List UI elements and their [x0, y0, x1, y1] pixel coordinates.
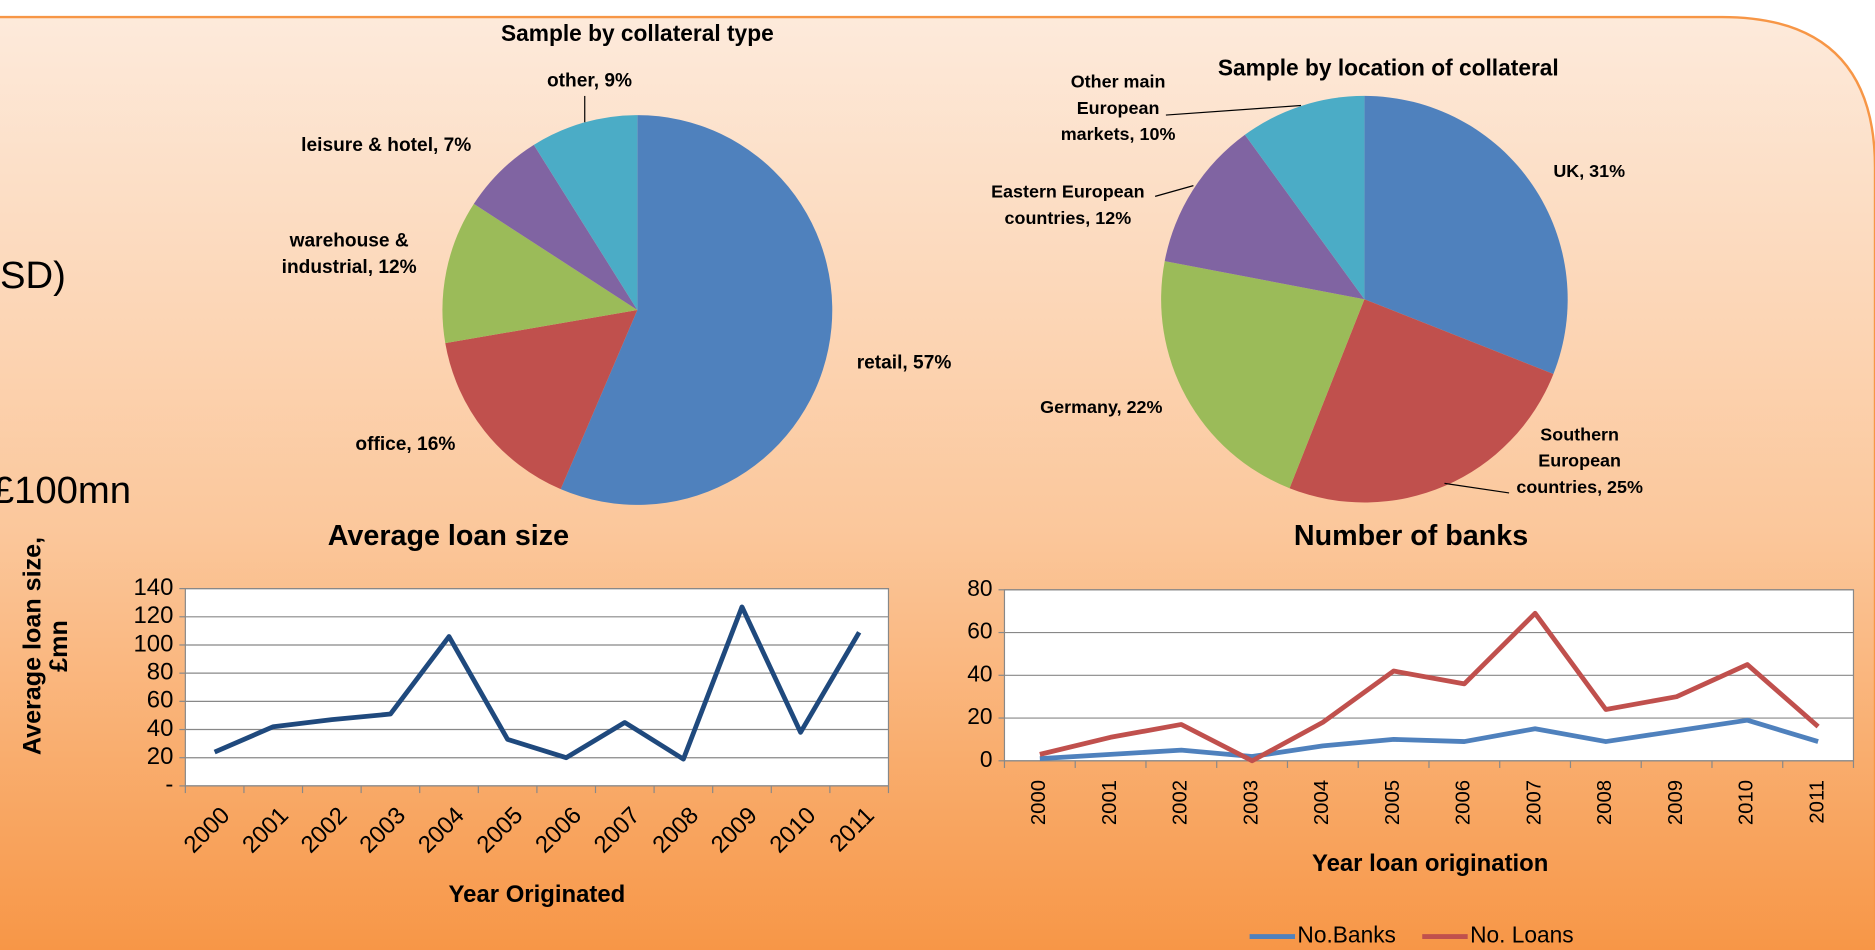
legend-label: No. Loans — [1470, 922, 1574, 948]
y-tick-label: 60 — [147, 687, 174, 714]
x-tick-label: 2007 — [1523, 780, 1545, 825]
x-tick-label: 2000 — [1028, 780, 1050, 825]
pie-slice — [1289, 299, 1554, 503]
line-series — [213, 604, 862, 762]
leader-line — [1154, 185, 1194, 197]
y-tick-label: 20 — [967, 703, 992, 729]
slice-label-box: UK, 31% — [1553, 161, 1626, 183]
pie-slice — [445, 309, 638, 490]
x-axis-label: Year Originated — [449, 881, 626, 908]
slice-label: Eastern European countries, 12% — [991, 182, 1145, 229]
slice-label-box: warehouse & industrial, 12% — [281, 231, 417, 278]
slice-label: UK, 31% — [1553, 161, 1626, 183]
pie-slice — [442, 203, 638, 344]
leader-line — [1444, 482, 1510, 494]
slice-label-box: Germany, 22% — [1040, 397, 1163, 418]
y-tick-label: 60 — [967, 618, 992, 644]
line-series — [1039, 610, 1820, 764]
x-tick-label: 2003 — [1240, 780, 1262, 825]
pie-slice — [1244, 95, 1365, 300]
chart-title: Sample by collateral type — [501, 20, 774, 46]
x-tick-label: 2010 — [1736, 780, 1758, 825]
slide-text: SD) — [0, 254, 66, 297]
y-tick-label: 20 — [147, 743, 174, 770]
y-tick-label: 140 — [133, 574, 173, 601]
x-tick-label: 2006 — [1453, 780, 1475, 825]
y-tick-label: 40 — [967, 660, 992, 686]
x-tick-label: 2001 — [1099, 780, 1121, 825]
x-axis-label: Year loan origination — [1312, 850, 1548, 877]
slice-label: Germany, 22% — [1040, 397, 1163, 418]
slice-label: Southern European countries, 25% — [1516, 424, 1643, 498]
y-tick-label: 120 — [133, 602, 173, 629]
x-tick-label: 2004 — [1311, 780, 1333, 825]
slice-label-box: retail, 57% — [856, 353, 952, 374]
y-tick-label: 80 — [967, 575, 992, 601]
pie-slice — [1164, 134, 1365, 300]
y-tick-label: 0 — [980, 746, 993, 772]
slice-label-box: Southern European countries, 25% — [1516, 424, 1643, 498]
slice-label: other, 9% — [546, 70, 633, 92]
line-series — [1039, 717, 1819, 762]
pie-slice — [473, 144, 638, 310]
x-tick-label: 2011 — [1806, 780, 1828, 824]
pie-slice — [560, 115, 833, 505]
x-tick-label: 2005 — [1382, 780, 1404, 825]
x-tick-label: 2008 — [1594, 780, 1616, 825]
x-tick-label: 2009 — [1665, 780, 1687, 825]
slice-label-box: leisure & hotel, 7% — [301, 135, 472, 156]
x-tick-label: 2002 — [1170, 780, 1192, 825]
slice-label: warehouse & industrial, 12% — [281, 231, 417, 278]
y-tick-label: 40 — [147, 715, 174, 742]
legend-label: No.Banks — [1297, 922, 1396, 948]
y-tick-label: 100 — [133, 630, 173, 657]
chart-title: Number of banks — [1294, 520, 1528, 552]
slide-text: £100mn — [0, 469, 131, 512]
pie-slice — [533, 115, 638, 310]
chart-title: Sample by location of collateral — [1218, 55, 1559, 81]
slice-label-box: Eastern European countries, 12% — [991, 182, 1145, 229]
y-axis-label-box: Average loan size, £mn — [20, 536, 73, 756]
pie-slice — [1161, 261, 1365, 489]
pie-slice — [1364, 95, 1568, 375]
y-tick-label: 80 — [147, 658, 174, 685]
y-tick-label: - — [165, 771, 173, 798]
y-axis-label: Average loan size, £mn — [20, 536, 73, 756]
plot-area — [184, 588, 890, 787]
slice-label-box: other, 9% — [546, 70, 633, 92]
slice-label: Other main European markets, 10% — [1060, 72, 1176, 145]
leader-line — [1165, 104, 1302, 116]
slice-label: leisure & hotel, 7% — [301, 135, 472, 156]
slice-label-box: Other main European markets, 10% — [1060, 72, 1176, 145]
slice-label: retail, 57% — [856, 353, 952, 374]
slice-label: office, 16% — [355, 434, 456, 455]
chart-title: Average loan size — [328, 520, 569, 552]
slice-label-box: office, 16% — [355, 434, 456, 455]
